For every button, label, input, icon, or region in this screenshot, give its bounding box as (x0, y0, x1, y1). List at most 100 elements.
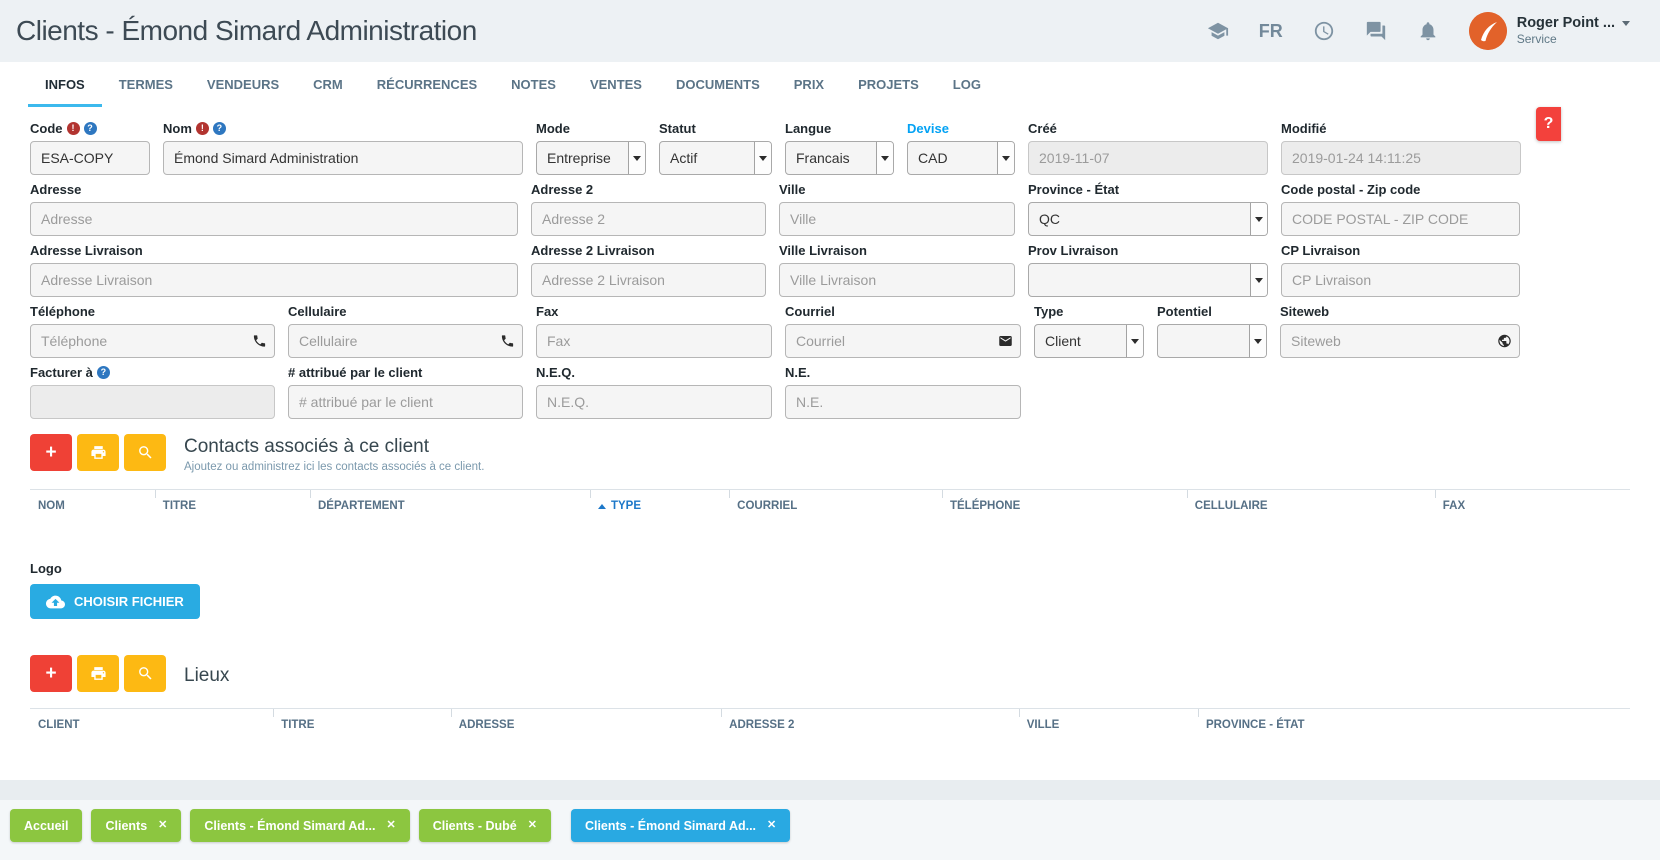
add-lieu-button[interactable]: + (30, 655, 72, 692)
tab-crm[interactable]: CRM (313, 77, 343, 92)
adresse2-livraison-input[interactable] (531, 263, 766, 297)
search-contacts-button[interactable] (124, 434, 166, 471)
nom-input[interactable] (163, 141, 523, 175)
col-type[interactable]: TYPE (589, 490, 729, 521)
courriel-input[interactable] (785, 324, 1021, 358)
tab-projets[interactable]: PROJETS (858, 77, 919, 92)
col-courriel[interactable]: COURRIEL (729, 490, 942, 521)
user-role: Service (1516, 32, 1557, 47)
printer-icon (90, 667, 106, 680)
code-input[interactable] (30, 141, 150, 175)
tab-vendeurs[interactable]: VENDEURS (206, 77, 280, 92)
help-icon[interactable]: ? (96, 365, 110, 379)
window-tab-accueil[interactable]: Accueil (10, 809, 83, 842)
help-icon[interactable]: ? (212, 121, 226, 135)
col-nom[interactable]: NOM (38, 500, 65, 512)
chat-icon[interactable] (1365, 20, 1387, 42)
col-fax[interactable]: FAX (1434, 490, 1630, 521)
cellulaire-input[interactable] (288, 324, 523, 358)
statut-select[interactable]: Actif (659, 141, 772, 175)
tab-ventes[interactable]: VENTES (589, 77, 642, 92)
field-label-code: Code (30, 120, 63, 136)
devise-select[interactable]: CAD (907, 141, 1015, 175)
window-tab-client-dube[interactable]: Clients - Dubé ✕ (418, 809, 551, 842)
facturer-a-input[interactable] (30, 385, 275, 419)
field-label-fax: Fax (536, 303, 559, 319)
academy-icon[interactable] (1207, 20, 1229, 42)
col-adresse[interactable]: ADRESSE (450, 709, 721, 740)
tab-documents[interactable]: DOCUMENTS (675, 77, 760, 92)
field-label-potentiel: Potentiel (1157, 303, 1212, 319)
plus-icon: + (45, 663, 57, 684)
contacts-table-header: NOM TITRE DÉPARTEMENT TYPE COURRIEL TÉLÉ… (30, 489, 1630, 521)
tab-notes[interactable]: NOTES (511, 77, 556, 92)
tab-log[interactable]: LOG (952, 77, 981, 92)
user-menu[interactable]: Roger Point ... Service (1468, 12, 1630, 50)
select-caret-icon (876, 142, 893, 174)
close-icon[interactable]: ✕ (527, 819, 537, 831)
footer-strip (0, 780, 1660, 800)
window-tab-client-emond-1[interactable]: Clients - Émond Simard Ad... ✕ (190, 809, 410, 842)
prov-livraison-select[interactable] (1028, 263, 1268, 297)
select-caret-icon (1250, 264, 1267, 296)
mode-select[interactable]: Entreprise (536, 141, 646, 175)
bell-icon[interactable] (1417, 20, 1439, 42)
add-contact-button[interactable]: + (30, 434, 72, 471)
col-adresse2[interactable]: ADRESSE 2 (721, 709, 1019, 740)
col-province-etat[interactable]: PROVINCE - ÉTAT (1197, 709, 1630, 740)
adresse2-input[interactable] (531, 202, 766, 236)
logo-block: Logo CHOISIR FICHIER (30, 561, 1630, 619)
required-icon: ! (195, 121, 209, 135)
close-icon[interactable]: ✕ (767, 819, 777, 831)
field-label-courriel: Courriel (785, 303, 835, 319)
code-postal-input[interactable] (1281, 202, 1520, 236)
phone-icon (253, 335, 266, 347)
tab-prix[interactable]: PRIX (793, 77, 825, 92)
field-label-ville: Ville (779, 181, 806, 197)
search-lieux-button[interactable] (124, 655, 166, 692)
adresse-input[interactable] (30, 202, 518, 236)
cp-livraison-input[interactable] (1281, 263, 1520, 297)
choose-file-button[interactable]: CHOISIR FICHIER (30, 584, 200, 619)
modifie-input (1281, 141, 1521, 175)
neq-input[interactable] (536, 385, 772, 419)
col-departement[interactable]: DÉPARTEMENT (309, 490, 590, 521)
potentiel-select[interactable] (1157, 324, 1267, 358)
col-telephone[interactable]: TÉLÉPHONE (941, 490, 1187, 521)
field-label-adresse2-livraison: Adresse 2 Livraison (531, 242, 655, 258)
field-label-mode: Mode (536, 120, 570, 136)
col-titre[interactable]: TITRE (273, 709, 451, 740)
tab-recurrences[interactable]: RÉCURRENCES (376, 77, 478, 92)
col-titre[interactable]: TITRE (154, 490, 310, 521)
close-icon[interactable]: ✕ (158, 819, 168, 831)
ville-livraison-input[interactable] (779, 263, 1015, 297)
type-select[interactable]: Client (1034, 324, 1144, 358)
telephone-input[interactable] (30, 324, 275, 358)
field-label-devise[interactable]: Devise (907, 120, 949, 136)
contacts-section-header: + Contacts associés à ce client Ajoutez … (30, 434, 1630, 473)
col-ville[interactable]: VILLE (1018, 709, 1198, 740)
help-icon[interactable]: ? (83, 121, 97, 135)
window-tab-clients[interactable]: Clients ✕ (91, 809, 182, 842)
ne-input[interactable] (785, 385, 1021, 419)
field-label-ville-livraison: Ville Livraison (779, 242, 867, 258)
col-cellulaire[interactable]: CELLULAIRE (1186, 490, 1435, 521)
province-select[interactable]: QC (1028, 202, 1268, 236)
clock-icon[interactable] (1313, 20, 1335, 42)
print-lieux-button[interactable] (77, 655, 119, 692)
langue-select[interactable]: Francais (785, 141, 894, 175)
ville-input[interactable] (779, 202, 1015, 236)
col-client[interactable]: CLIENT (38, 719, 80, 731)
close-icon[interactable]: ✕ (386, 819, 396, 831)
tab-termes[interactable]: TERMES (118, 77, 173, 92)
language-button[interactable]: FR (1258, 20, 1283, 41)
print-contacts-button[interactable] (77, 434, 119, 471)
siteweb-input[interactable] (1280, 324, 1520, 358)
num-client-input[interactable] (288, 385, 523, 419)
fax-input[interactable] (536, 324, 772, 358)
contacts-title: Contacts associés à ce client (184, 436, 430, 457)
window-tab-client-emond-2[interactable]: Clients - Émond Simard Ad... ✕ (570, 809, 791, 842)
adresse-livraison-input[interactable] (30, 263, 518, 297)
tab-infos[interactable]: INFOS (28, 62, 102, 107)
help-button[interactable]: ? (1536, 107, 1561, 141)
